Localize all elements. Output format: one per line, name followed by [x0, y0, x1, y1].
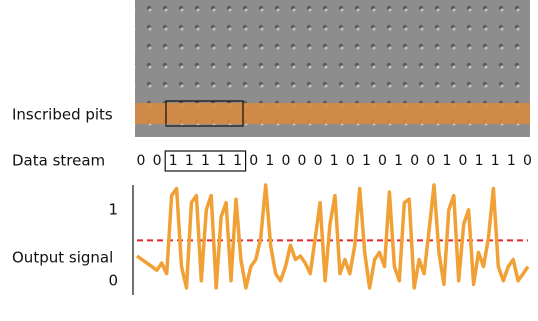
bit: 0 [153, 153, 162, 169]
bit: 1 [362, 153, 371, 169]
bit: 0 [281, 153, 290, 169]
bit: 0 [410, 153, 419, 169]
bit: 1 [233, 153, 242, 169]
bit: 0 [137, 153, 146, 169]
bit: 0 [298, 153, 307, 169]
figure: Inscribed pits Data stream Output signal… [0, 0, 538, 321]
bit: 1 [330, 153, 339, 169]
bit: 0 [346, 153, 355, 169]
bit: 1 [201, 153, 210, 169]
stream-label: Data stream [12, 152, 105, 170]
bit: 1 [394, 153, 403, 169]
y-tick-label: 0 [108, 271, 118, 289]
bit: 1 [217, 153, 226, 169]
y-tick-label: 1 [108, 200, 118, 218]
bit: 1 [265, 153, 274, 169]
bit: 1 [169, 153, 178, 169]
bit: 0 [523, 153, 532, 169]
bit: 0 [459, 153, 468, 169]
pit-track [135, 103, 530, 124]
y-axis-label: Output signal [12, 249, 113, 267]
bit: 1 [475, 153, 484, 169]
bit: 0 [249, 153, 258, 169]
bit: 0 [314, 153, 323, 169]
bit: 1 [185, 153, 194, 169]
bit: 1 [442, 153, 451, 169]
bit: 1 [507, 153, 516, 169]
bit: 0 [426, 153, 435, 169]
bit: 0 [378, 153, 387, 169]
image-label: Inscribed pits [12, 106, 113, 124]
signal-line [137, 185, 528, 288]
bit: 1 [491, 153, 500, 169]
